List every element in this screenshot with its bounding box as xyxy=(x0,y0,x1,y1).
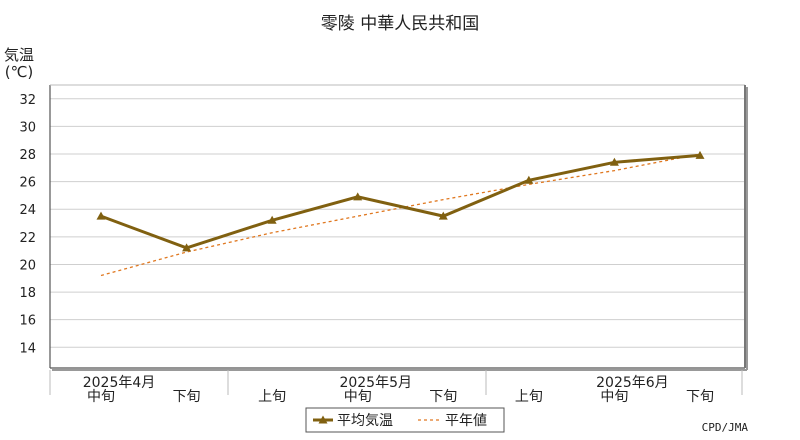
y-tick-label: 16 xyxy=(19,314,36,329)
y-tick-label: 18 xyxy=(19,286,36,301)
average-point xyxy=(524,175,534,184)
y-tick-label: 32 xyxy=(19,93,36,108)
y-tick-label: 30 xyxy=(19,120,36,135)
y-tick-label: 28 xyxy=(19,148,36,163)
average-point xyxy=(695,150,705,159)
x-tick-label: 下旬 xyxy=(173,389,201,405)
x-month-label: 2025年6月 xyxy=(596,375,669,391)
legend: 平均気温 平年値 xyxy=(305,407,505,433)
x-month-label: 2025年4月 xyxy=(83,375,156,391)
average-point xyxy=(438,211,448,220)
legend-average-label: 平均気温 xyxy=(337,413,393,429)
x-tick-label: 下旬 xyxy=(429,389,457,405)
legend-box xyxy=(305,407,505,433)
y-tick-label: 22 xyxy=(19,231,36,246)
y-tick-label: 20 xyxy=(19,258,36,273)
y-tick-label: 24 xyxy=(19,203,36,218)
plot-background xyxy=(50,85,745,368)
average-point xyxy=(609,157,619,166)
plot-area: 14 16 18 20 22 24 26 28 30 32 中旬 下旬 上旬 中旬 下旬 上旬 中旬 下旬 2025… xyxy=(19,84,748,433)
x-month-label: 2025年5月 xyxy=(339,375,412,391)
y-axis-unit: (℃) xyxy=(5,63,34,81)
x-tick-label: 上旬 xyxy=(515,389,543,405)
x-tick-label: 下旬 xyxy=(686,389,714,405)
legend-normal-label: 平年値 xyxy=(445,413,487,429)
average-point xyxy=(182,243,192,252)
y-axis-label: 気温 xyxy=(4,46,34,64)
average-point xyxy=(96,211,106,220)
x-tick-label: 中旬 xyxy=(600,389,628,405)
x-tick-label: 中旬 xyxy=(87,389,115,405)
average-point xyxy=(267,215,277,224)
average-point xyxy=(353,192,363,201)
legend-average-marker xyxy=(318,415,328,424)
x-tick-label: 中旬 xyxy=(344,389,372,405)
chart-title: 零陵 中華人民共和国 xyxy=(321,14,479,34)
y-tick-label: 26 xyxy=(19,176,36,191)
average-series-line xyxy=(100,153,701,250)
y-tick-label: 14 xyxy=(19,341,36,356)
x-tick-label: 上旬 xyxy=(258,389,286,405)
credit-label: CPD/JMA xyxy=(702,421,749,434)
